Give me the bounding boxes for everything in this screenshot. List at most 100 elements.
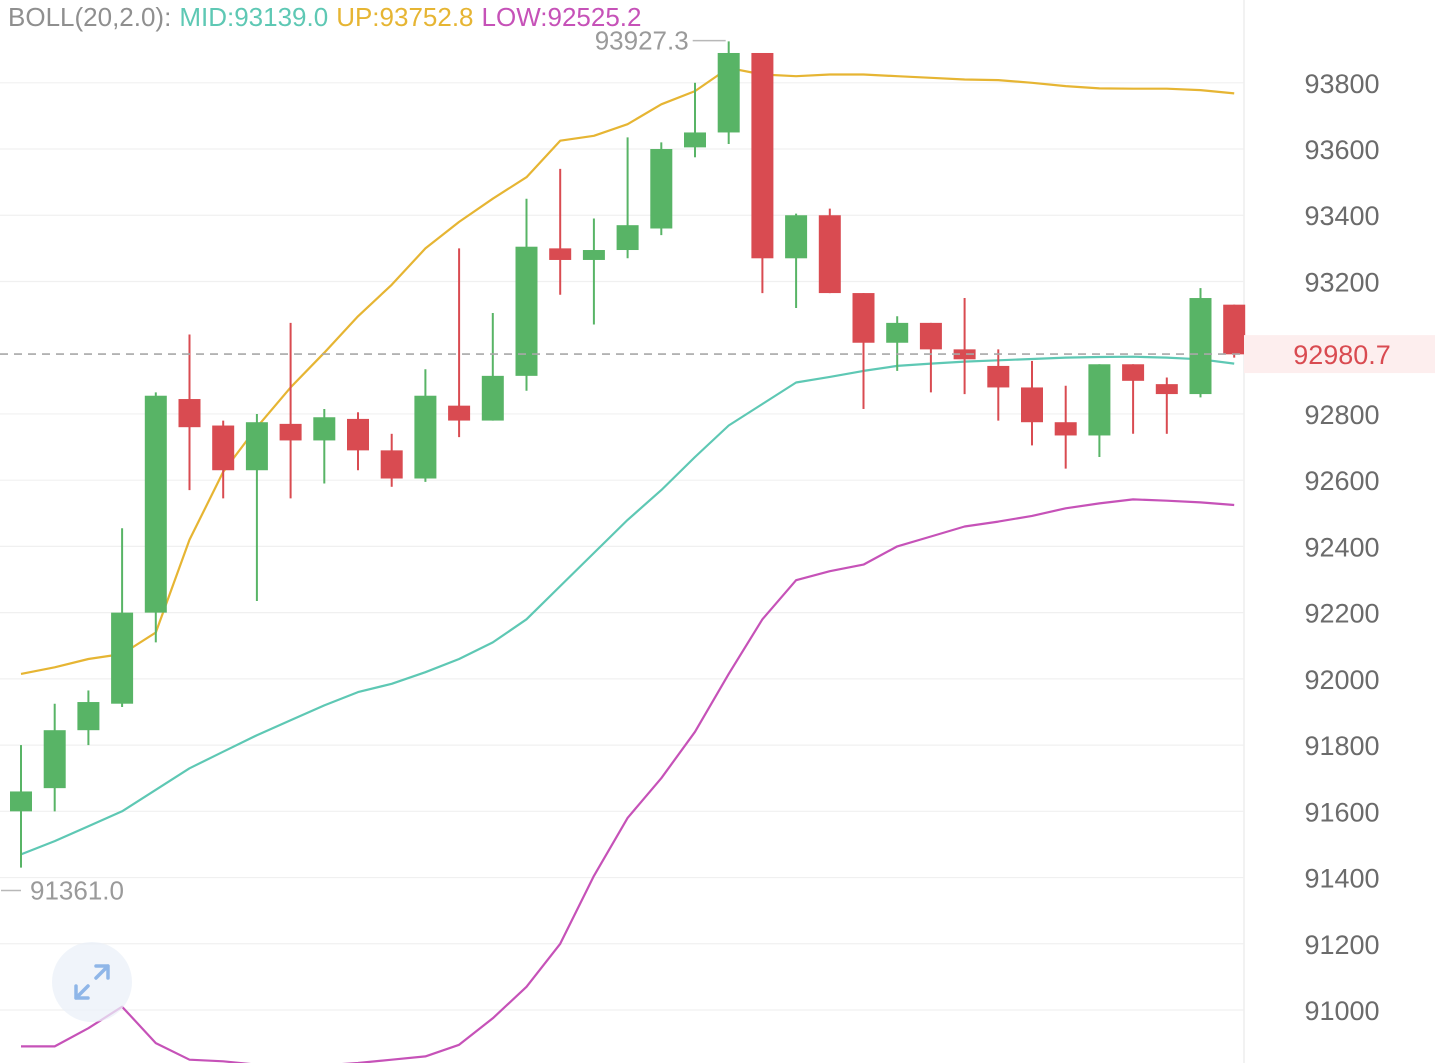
candle-body [279,423,302,441]
candle[interactable] [313,408,336,484]
candle-body [111,612,134,704]
price-markers: 92980.7 93927.3 91361.0 [0,26,1435,905]
candle[interactable] [919,322,942,393]
candle[interactable] [582,218,605,325]
candle-body [77,702,100,731]
y-tick-label: 91000 [1304,996,1379,1026]
candle[interactable] [1021,360,1043,446]
candle-body [1189,298,1212,395]
expand-arrows-icon [74,964,110,1000]
candle[interactable] [178,334,201,491]
candle[interactable] [684,82,706,158]
y-tick-label: 91200 [1304,930,1379,960]
candle-body [953,349,976,360]
y-tick-label: 93800 [1304,69,1379,99]
candle[interactable] [1189,288,1212,398]
low-marker-label: 91361.0 [30,875,124,905]
candle[interactable] [144,392,167,643]
y-tick-label: 93200 [1304,267,1379,297]
candle-body [785,215,808,259]
y-tick-label: 91400 [1304,864,1379,894]
candle-body [313,417,336,441]
candle[interactable] [1054,385,1077,469]
candle-body [245,422,268,471]
candle[interactable] [953,298,976,395]
candle[interactable] [1155,377,1178,434]
last-price-label: 92980.7 [1293,340,1391,370]
candle-body [43,730,66,789]
candle[interactable] [10,745,32,868]
candle-body [10,791,32,812]
candle-body [347,418,369,451]
candle-body [1122,364,1145,381]
candle[interactable] [1223,304,1246,358]
candle[interactable] [380,433,403,487]
y-tick-label: 92600 [1304,466,1379,496]
candle-body [1155,384,1178,395]
middle-band-line [20,355,1235,856]
indicator-label: BOLL(20,2.0): [8,2,172,32]
candle-body [852,293,875,343]
candle-body [886,322,909,343]
candle[interactable] [1088,364,1111,457]
lower-band-line [21,498,1235,1063]
candle-body [1223,304,1246,355]
y-tick-label: 92200 [1304,599,1379,629]
candle-body [448,405,471,421]
low-value: LOW:92525.2 [481,2,642,32]
candle-body [684,132,706,148]
candle[interactable] [515,198,538,391]
candle[interactable] [852,293,875,409]
candle[interactable] [481,312,504,421]
y-tick-label: 92000 [1304,665,1379,695]
candles [10,41,1246,868]
y-tick-label: 93400 [1304,201,1379,231]
candle[interactable] [347,412,369,471]
candle[interactable] [616,137,639,259]
candle-body [616,225,639,251]
candle[interactable] [279,322,302,499]
candle[interactable] [448,248,471,438]
candle-body [515,246,538,376]
candle-body [212,425,235,471]
candle-body [987,365,1010,388]
candle-body [818,215,841,294]
candle[interactable] [212,420,235,499]
expand-button[interactable] [52,942,132,1022]
up-value: UP:93752.8 [336,2,474,32]
candle[interactable] [818,208,841,294]
candle[interactable] [77,690,100,746]
candle[interactable] [245,413,268,602]
candle[interactable] [111,528,134,708]
candle-body [919,322,942,350]
candle[interactable] [43,703,66,812]
candle-body [481,375,504,421]
candle-body [549,248,572,260]
candle-body [1021,387,1043,423]
candle[interactable] [785,213,808,308]
candle-body [414,395,437,479]
candle[interactable] [549,168,572,295]
indicator-header: BOLL(20,2.0): MID:93139.0 UP:93752.8 LOW:92… [8,2,649,33]
high-marker-label: 93927.3 [595,26,689,56]
candle[interactable] [414,369,437,482]
candle[interactable] [751,52,774,294]
candle-body [1054,422,1077,436]
candle[interactable] [987,349,1010,421]
y-tick-label: 92400 [1304,532,1379,562]
y-tick-label: 91600 [1304,797,1379,827]
candle[interactable] [1122,364,1145,434]
candle[interactable] [717,41,740,145]
candle-body [1088,364,1111,436]
candle[interactable] [886,316,909,371]
price-axis: 93800 93600 93400 93200 92800 92600 92400 92200… [1304,69,1379,1026]
mid-value: MID:93139.0 [179,2,329,32]
candle-body [717,52,740,133]
candle[interactable] [650,142,673,236]
candle-body [144,395,167,613]
candle-body [178,399,201,428]
last-price-tag [1244,335,1435,374]
y-tick-label: 92800 [1304,400,1379,430]
candle-body [751,52,774,259]
